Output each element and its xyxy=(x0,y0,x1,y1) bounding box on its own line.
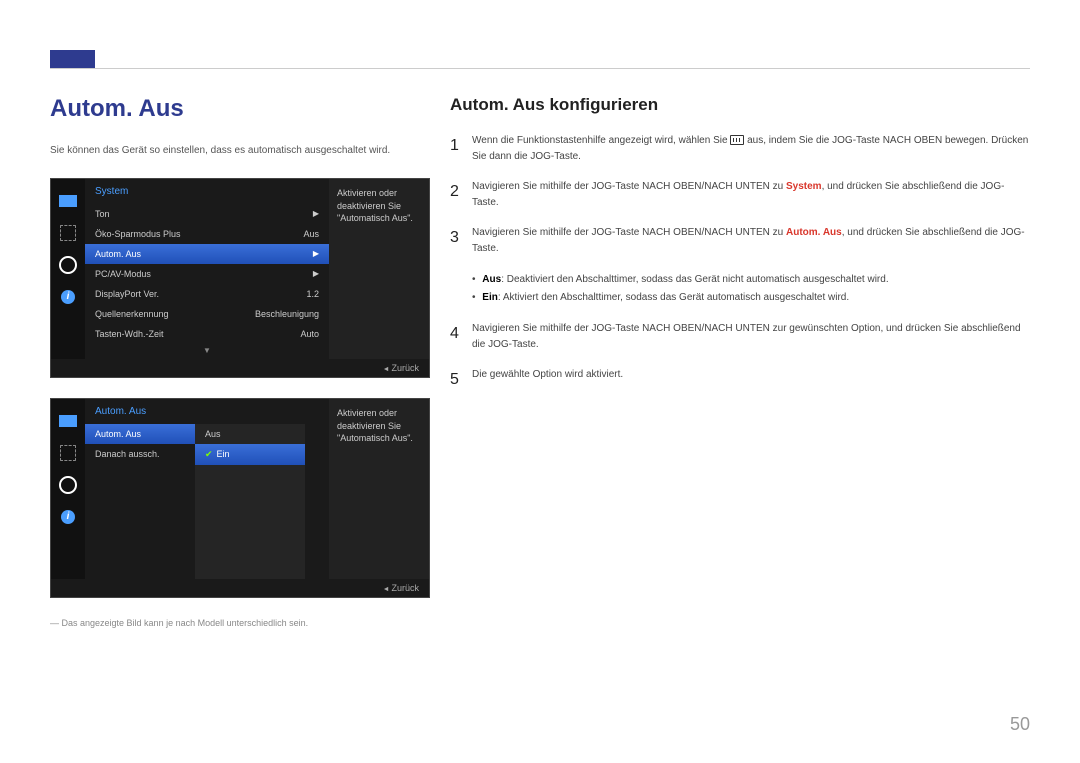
left-column: Autom. Aus Sie können das Gerät so einst… xyxy=(50,95,430,628)
page-number: 50 xyxy=(1010,714,1030,735)
submenu-autom-aus[interactable]: Autom. Aus xyxy=(85,424,195,444)
submenu-col-b: Aus ✔Ein xyxy=(195,424,305,579)
step-3: 3 Navigieren Sie mithilfe der JOG-Taste … xyxy=(450,225,1030,257)
back-button[interactable]: Zurück xyxy=(383,583,419,593)
osd-sidebar xyxy=(51,399,85,579)
step-5: 5 Die gewählte Option wird aktiviert. xyxy=(450,367,1030,393)
osd-help-panel: Aktivieren oder deaktivieren Sie "Automa… xyxy=(329,399,429,579)
intro-text: Sie können das Gerät so einstellen, dass… xyxy=(50,143,430,158)
checkmark-icon: ✔ xyxy=(205,449,213,459)
step-text: Navigieren Sie mithilfe der JOG-Taste NA… xyxy=(472,225,1030,257)
step-2: 2 Navigieren Sie mithilfe der JOG-Taste … xyxy=(450,179,1030,211)
manual-page: Autom. Aus Sie können das Gerät so einst… xyxy=(0,0,1080,80)
step-text: Navigieren Sie mithilfe der JOG-Taste NA… xyxy=(472,179,1030,211)
submenu-danach[interactable]: Danach aussch. xyxy=(85,444,195,464)
step-text: Navigieren Sie mithilfe der JOG-Taste NA… xyxy=(472,321,1030,353)
step-number: 4 xyxy=(450,321,472,353)
info-icon xyxy=(56,285,80,309)
option-ein[interactable]: ✔Ein xyxy=(195,444,305,465)
header-rule xyxy=(50,68,1030,69)
monitor-icon xyxy=(56,409,80,433)
step-4: 4 Navigieren Sie mithilfe der JOG-Taste … xyxy=(450,321,1030,353)
bullet-list: Aus: Deaktiviert den Abschalttimer, soda… xyxy=(472,271,1030,307)
menu-row-quelle[interactable]: QuellenerkennungBeschleunigung xyxy=(85,304,329,324)
page-title: Autom. Aus xyxy=(50,95,430,123)
submenu-col-a: Autom. Aus Danach aussch. xyxy=(85,424,195,579)
scroll-indicator: ▼ xyxy=(85,344,329,357)
gear-icon xyxy=(56,253,80,277)
header-accent-bar xyxy=(50,50,95,68)
back-button[interactable]: Zurück xyxy=(383,363,419,373)
step-number: 1 xyxy=(450,133,472,165)
osd-system-menu: System Ton▶ Öko-Sparmodus PlusAus Autom.… xyxy=(50,178,430,378)
bullet-ein: Ein: Aktiviert den Abschalttimer, sodass… xyxy=(472,289,1030,307)
osd-help-panel: Aktivieren oder deaktivieren Sie "Automa… xyxy=(329,179,429,359)
menu-row-ton[interactable]: Ton▶ xyxy=(85,204,329,224)
step-number: 5 xyxy=(450,367,472,393)
menu-row-pcav[interactable]: PC/AV-Modus▶ xyxy=(85,264,329,284)
menu-row-autom-aus[interactable]: Autom. Aus▶ xyxy=(85,244,329,264)
disclaimer-text: ― Das angezeigte Bild kann je nach Model… xyxy=(50,618,430,628)
gear-icon xyxy=(56,473,80,497)
osd-footer: Zurück xyxy=(51,359,429,377)
osd-autom-aus-submenu: Autom. Aus Autom. Aus Danach aussch. Aus… xyxy=(50,398,430,598)
option-aus[interactable]: Aus xyxy=(195,424,305,444)
osd-header: Autom. Aus xyxy=(85,399,329,424)
info-icon xyxy=(56,505,80,529)
right-column: Autom. Aus konfigurieren 1 Wenn die Funk… xyxy=(450,95,1030,407)
step-1: 1 Wenn die Funktionstastenhilfe angezeig… xyxy=(450,133,1030,165)
osd-header: System xyxy=(85,179,329,204)
section-title: Autom. Aus konfigurieren xyxy=(450,95,1030,115)
monitor-icon xyxy=(56,189,80,213)
menu-row-tasten[interactable]: Tasten-Wdh.-ZeitAuto xyxy=(85,324,329,344)
osd-footer: Zurück xyxy=(51,579,429,597)
step-number: 2 xyxy=(450,179,472,211)
menu-row-dp[interactable]: DisplayPort Ver.1.2 xyxy=(85,284,329,304)
menu-icon xyxy=(730,135,744,145)
step-text: Die gewählte Option wird aktiviert. xyxy=(472,367,1030,393)
bullet-aus: Aus: Deaktiviert den Abschalttimer, soda… xyxy=(472,271,1030,289)
osd-sidebar xyxy=(51,179,85,359)
target-icon xyxy=(56,441,80,465)
step-text: Wenn die Funktionstastenhilfe angezeigt … xyxy=(472,133,1030,165)
step-number: 3 xyxy=(450,225,472,257)
menu-row-eco[interactable]: Öko-Sparmodus PlusAus xyxy=(85,224,329,244)
target-icon xyxy=(56,221,80,245)
